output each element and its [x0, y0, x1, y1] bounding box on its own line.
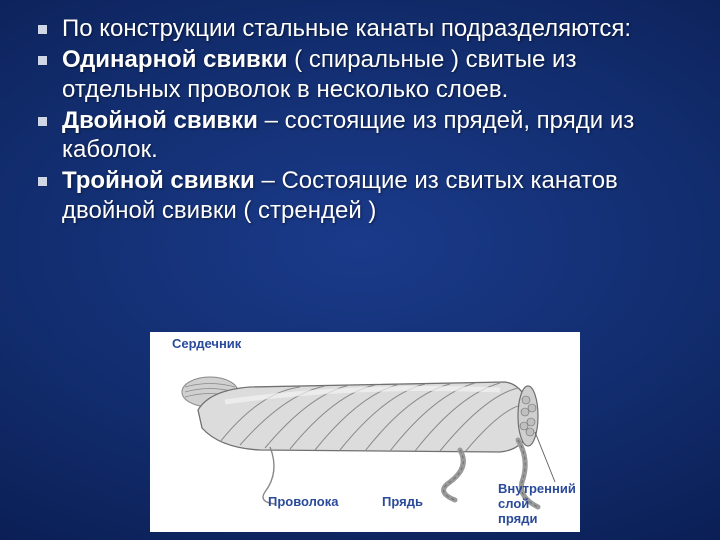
label-inner: Внутренний слой пряди [498, 482, 576, 527]
bullet-bold: Двойной свивки [62, 107, 258, 134]
slide-content: По конструкции стальные канаты подраздел… [0, 0, 720, 225]
label-wire: Проволока [268, 494, 338, 509]
list-item: Двойной свивки – состоящие из прядей, пр… [38, 106, 690, 165]
list-item: Одинарной свивки ( спиральные ) свитые и… [38, 45, 690, 104]
rope-diagram: Сердечник Проволока Прядь Внутренний сло… [150, 332, 580, 532]
bullet-text: По конструкции стальные канаты подраздел… [62, 15, 631, 42]
bullet-bold: Одинарной свивки [62, 46, 288, 73]
bullet-bold: Тройной свивки [62, 167, 255, 194]
list-item: По конструкции стальные канаты подраздел… [38, 14, 690, 43]
label-core: Сердечник [172, 336, 241, 351]
list-item: Тройной свивки – Состоящие из свитых кан… [38, 166, 690, 225]
label-strand: Прядь [382, 494, 423, 509]
bullet-list: По конструкции стальные канаты подраздел… [38, 14, 690, 225]
